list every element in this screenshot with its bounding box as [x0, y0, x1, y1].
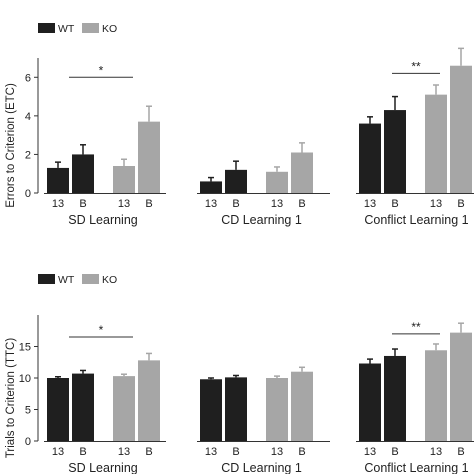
bar-wt: [384, 355, 406, 441]
x-tick-label: 13: [205, 198, 217, 210]
group-label: CD Learning 1: [221, 461, 302, 474]
significance-label: **: [411, 320, 421, 334]
x-tick-label: 13: [364, 198, 376, 210]
y-tick-label: 0: [25, 436, 31, 448]
y-tick-label: 0: [25, 188, 31, 200]
group-label: Conflict Learning 1: [364, 461, 468, 474]
significance-label: **: [411, 59, 421, 73]
x-tick-label: 13: [118, 198, 130, 210]
group-3: 13 B 13 B Conflict Learning 1 **: [356, 47, 474, 227]
legend-swatch-wt: [38, 23, 55, 33]
y-tick-label: 4: [25, 111, 31, 123]
group-label: Conflict Learning 1: [364, 213, 468, 227]
x-tick-label: B: [79, 198, 86, 210]
bar-wt: [47, 378, 69, 441]
bar-wt: [384, 110, 406, 193]
y-tick-label: 2: [25, 149, 31, 161]
legend: WT KO: [38, 274, 117, 286]
x-tick-label: 13: [364, 446, 376, 458]
legend-label-wt: WT: [58, 274, 75, 286]
group-1: 13 B 13 B SD Learning *: [44, 323, 166, 474]
bar-wt: [225, 377, 247, 441]
x-tick-label: B: [391, 198, 398, 210]
x-tick-label: 13: [430, 446, 442, 458]
group-3: 13 B 13 B Conflict Learning 1 **: [356, 320, 474, 474]
x-tick-label: B: [457, 446, 464, 458]
x-tick-label: B: [232, 198, 239, 210]
y-tick-label: 5: [25, 405, 31, 417]
group-2: 13 B 13 B CD Learning 1: [197, 142, 330, 227]
x-tick-label: B: [145, 446, 152, 458]
x-tick-label: B: [457, 198, 464, 210]
x-tick-label: B: [145, 198, 152, 210]
y-tick-label: 10: [19, 373, 31, 385]
group-label: CD Learning 1: [221, 213, 302, 227]
legend-swatch-ko: [82, 23, 99, 33]
bar-ko: [113, 376, 135, 441]
y-axis-title: Errors to Criterion (ETC): [5, 83, 17, 208]
significance-label: *: [99, 63, 104, 77]
x-tick-label: B: [232, 446, 239, 458]
group-label: SD Learning: [68, 461, 138, 474]
x-tick-label: 13: [52, 198, 64, 210]
bar-wt: [200, 379, 222, 441]
bar-ko: [425, 94, 447, 193]
x-tick-label: B: [79, 446, 86, 458]
group-2: 13 B 13 B CD Learning 1: [197, 366, 330, 474]
legend-label-wt: WT: [58, 23, 75, 35]
bar-ko: [425, 350, 447, 441]
x-tick-label: 13: [271, 446, 283, 458]
legend-label-ko: KO: [102, 23, 117, 35]
bar-wt: [200, 181, 222, 193]
significance-label: *: [99, 323, 104, 337]
bar-ko: [113, 166, 135, 193]
bar-wt: [47, 167, 69, 193]
bar-ko: [138, 360, 160, 441]
x-tick-label: 13: [430, 198, 442, 210]
group-label: SD Learning: [68, 213, 138, 227]
bar-wt: [72, 154, 94, 193]
x-tick-label: 13: [118, 446, 130, 458]
x-tick-label: B: [298, 198, 305, 210]
bar-ko: [450, 332, 472, 441]
bar-wt: [225, 169, 247, 193]
legend-label-ko: KO: [102, 274, 117, 286]
legend: WT KO: [38, 23, 117, 35]
bar-ko: [291, 371, 313, 441]
bar-wt: [72, 373, 94, 441]
x-tick-label: 13: [52, 446, 64, 458]
legend-swatch-wt: [38, 274, 55, 284]
x-tick-label: B: [298, 446, 305, 458]
y-axis: 0 2 4 6 Errors to Criterion (ETC): [5, 58, 39, 208]
bar-ko: [266, 378, 288, 441]
x-tick-label: 13: [205, 446, 217, 458]
bar-ko: [291, 152, 313, 193]
bar-ko: [266, 171, 288, 193]
y-axis-title: Trials to Criterion (TTC): [5, 338, 17, 458]
bar-ko: [138, 121, 160, 193]
y-tick-label: 15: [19, 342, 31, 354]
y-tick-label: 6: [25, 72, 31, 84]
bar-ko: [450, 65, 472, 193]
x-tick-label: B: [391, 446, 398, 458]
legend-swatch-ko: [82, 274, 99, 284]
x-tick-label: 13: [271, 198, 283, 210]
bar-wt: [359, 123, 381, 193]
bar-wt: [359, 363, 381, 441]
group-1: 13 B 13 B SD Learning *: [44, 63, 166, 227]
